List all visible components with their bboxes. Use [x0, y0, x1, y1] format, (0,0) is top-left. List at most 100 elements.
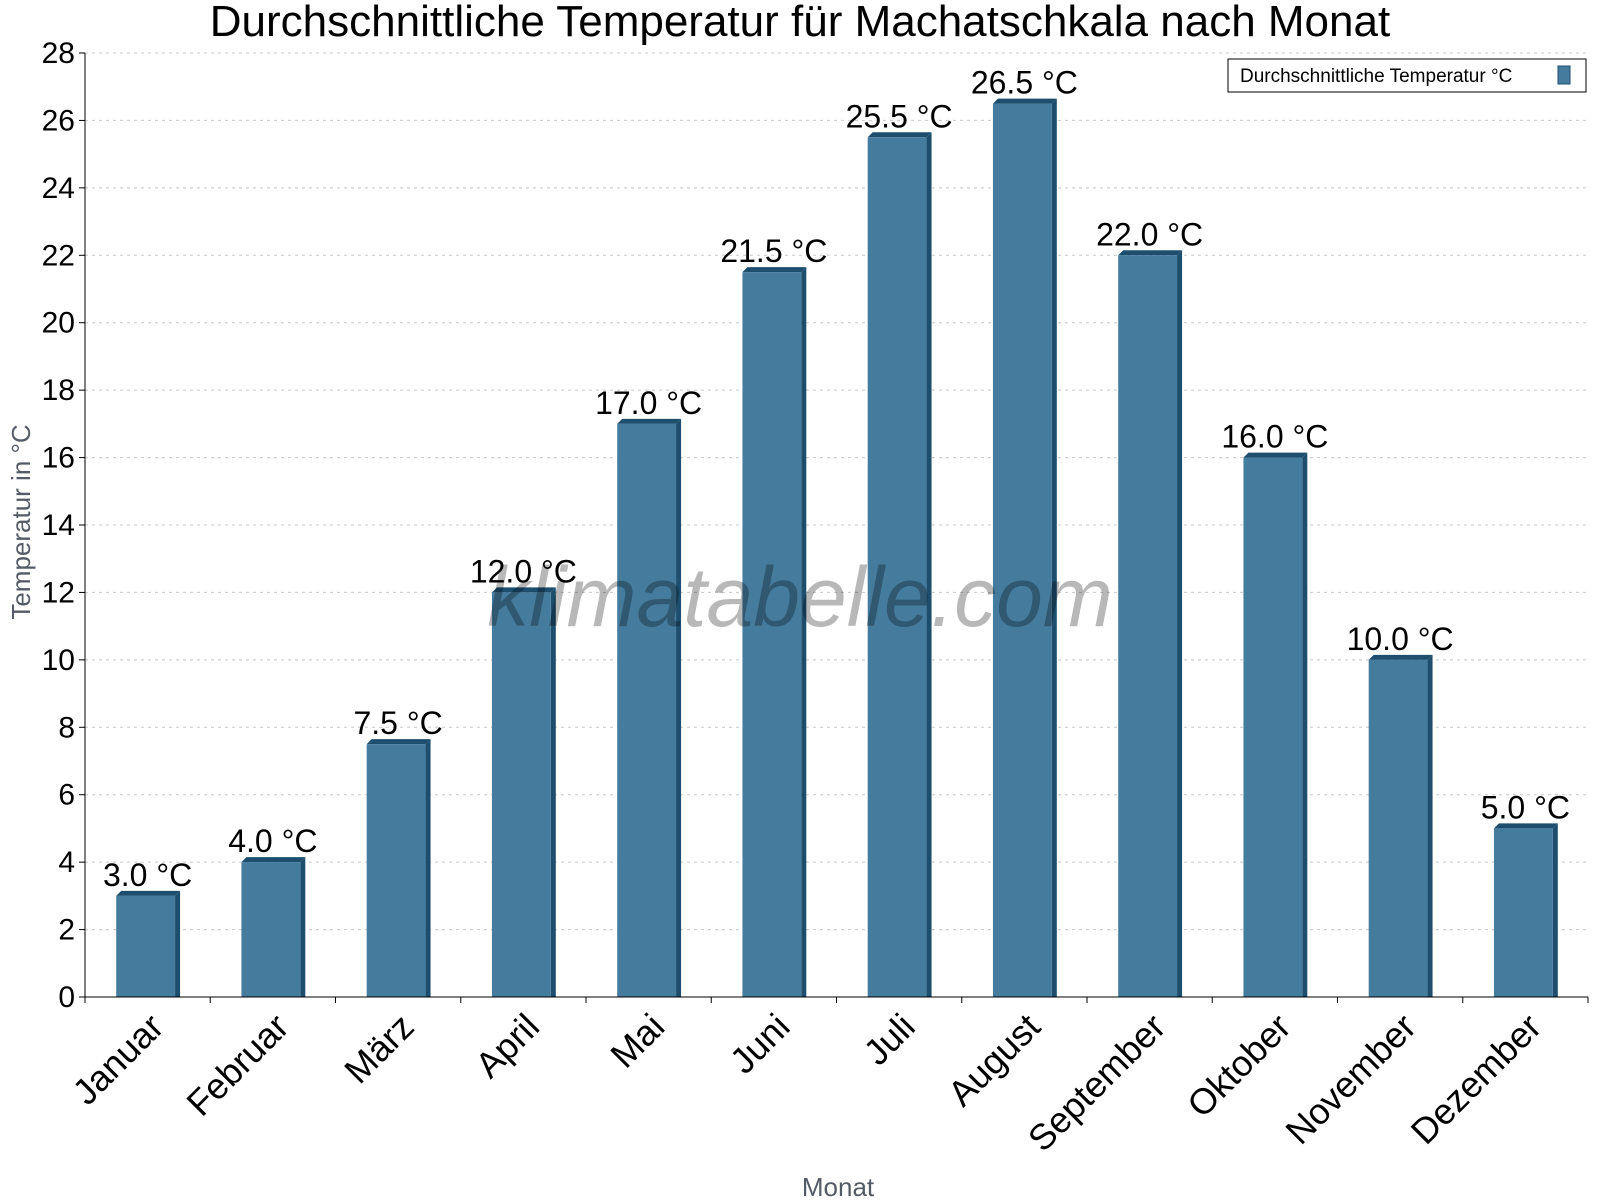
- bar-side: [676, 418, 682, 997]
- bar-top: [617, 418, 682, 424]
- bar-side: [1302, 452, 1308, 998]
- bar-front: [742, 272, 802, 998]
- data-label: 16.0 °C: [1221, 419, 1328, 455]
- legend-label: Durchschnittliche Temperatur °C: [1240, 66, 1512, 87]
- data-labels: 3.0 °C 4.0 °C 7.5 °C 12.0 °C 17.0 °C 21.5 °C 2…: [103, 65, 1570, 893]
- bar-side: [425, 739, 431, 997]
- bar-april: [491, 587, 556, 997]
- axes: [84, 53, 1589, 1003]
- bar-top: [867, 132, 932, 138]
- x-axis-label: Monat: [802, 1172, 875, 1200]
- bar-top: [241, 857, 306, 863]
- data-label: 22.0 °C: [1096, 216, 1203, 252]
- x-category-label: August: [940, 1006, 1048, 1114]
- x-category-label: November: [1277, 1006, 1423, 1152]
- bar-februar: [241, 857, 306, 997]
- bar-top: [992, 98, 1057, 104]
- legend-swatch: [1557, 65, 1571, 85]
- bar-top: [366, 739, 431, 745]
- y-tick-label: 14: [42, 509, 75, 542]
- bar-top: [1118, 250, 1183, 256]
- bar-top: [1243, 452, 1308, 458]
- bar-top: [1493, 823, 1558, 829]
- grid-lines: [85, 52, 1588, 931]
- bar-side: [1177, 250, 1183, 998]
- bar-side: [550, 587, 556, 997]
- bar-front: [116, 895, 176, 997]
- chart-title: Durchschnittliche Temperatur für Machats…: [210, 0, 1390, 46]
- y-tick-label: 6: [58, 779, 75, 812]
- bar-front: [1118, 255, 1178, 998]
- watermark: klimatabelle.com: [487, 550, 1113, 644]
- y-tick-label: 0: [58, 981, 75, 1014]
- bar-november: [1368, 654, 1433, 997]
- data-label: 4.0 °C: [228, 823, 317, 859]
- bar-mai: [617, 418, 682, 997]
- x-category-label: Juli: [856, 1006, 923, 1073]
- data-label: 3.0 °C: [103, 857, 192, 893]
- data-label: 12.0 °C: [470, 553, 577, 589]
- bar-front: [617, 423, 677, 997]
- y-tick-label: 10: [42, 644, 75, 677]
- bar-front: [1368, 659, 1428, 997]
- bar-september: [1118, 250, 1183, 998]
- data-label: 21.5 °C: [720, 233, 827, 269]
- y-tick-label: 12: [42, 576, 75, 609]
- bar-front: [1493, 828, 1553, 997]
- bar-front: [867, 137, 927, 998]
- y-tick-label: 18: [42, 374, 75, 407]
- bar-side: [926, 132, 932, 998]
- data-label: 5.0 °C: [1481, 789, 1570, 825]
- bar-side: [801, 267, 807, 998]
- bar-front: [1243, 457, 1303, 998]
- data-label: 25.5 °C: [846, 98, 953, 134]
- bar-front: [366, 744, 426, 997]
- bars: [116, 98, 1558, 998]
- data-label: 7.5 °C: [353, 705, 442, 741]
- y-tick-label: 8: [58, 711, 75, 744]
- legend-box: [1227, 58, 1587, 93]
- bar-dezember: [1493, 823, 1558, 997]
- x-category-label: Mai: [602, 1006, 672, 1076]
- bar-side: [1051, 98, 1057, 998]
- x-category-label: September: [1020, 1006, 1174, 1160]
- bar-top: [742, 267, 807, 273]
- y-tick-label: 24: [42, 172, 75, 205]
- x-category-label: Oktober: [1179, 1006, 1299, 1126]
- bar-side: [1427, 654, 1433, 997]
- data-label: 10.0 °C: [1347, 621, 1454, 657]
- y-tick-label: 16: [42, 442, 75, 475]
- x-category-label: Dezember: [1403, 1006, 1549, 1152]
- bar-august: [992, 98, 1057, 998]
- bar-side: [175, 890, 181, 997]
- x-category-label: Juni: [722, 1006, 798, 1082]
- bar-top: [491, 587, 556, 593]
- legend: Durchschnittliche Temperatur °C: [1227, 58, 1587, 93]
- bar-juli: [867, 132, 932, 998]
- x-category-label: Februar: [178, 1006, 296, 1124]
- data-label: 17.0 °C: [595, 385, 702, 421]
- y-tick-label: 4: [58, 846, 75, 879]
- x-category-label: April: [467, 1006, 547, 1086]
- bar-märz: [366, 739, 431, 997]
- bar-juni: [742, 267, 807, 998]
- y-axis-label: Temperatur in °C: [6, 424, 36, 619]
- y-tick-label: 20: [42, 307, 75, 340]
- bar-front: [491, 592, 551, 997]
- bar-oktober: [1243, 452, 1308, 998]
- bar-front: [992, 103, 1052, 998]
- bar-top: [116, 890, 181, 896]
- bar-side: [1552, 823, 1558, 997]
- y-tick-label: 28: [42, 37, 75, 70]
- y-tick-label: 22: [42, 239, 75, 272]
- bar-top: [1368, 654, 1433, 660]
- bar-front: [241, 862, 301, 997]
- y-tick-label: 26: [42, 104, 75, 137]
- y-tick-label: 2: [58, 914, 75, 947]
- data-label: 26.5 °C: [971, 65, 1078, 101]
- x-category-label: März: [336, 1006, 422, 1092]
- x-categories: Januar Februar März April Mai Juni Juli AugustS…: [64, 1006, 1549, 1160]
